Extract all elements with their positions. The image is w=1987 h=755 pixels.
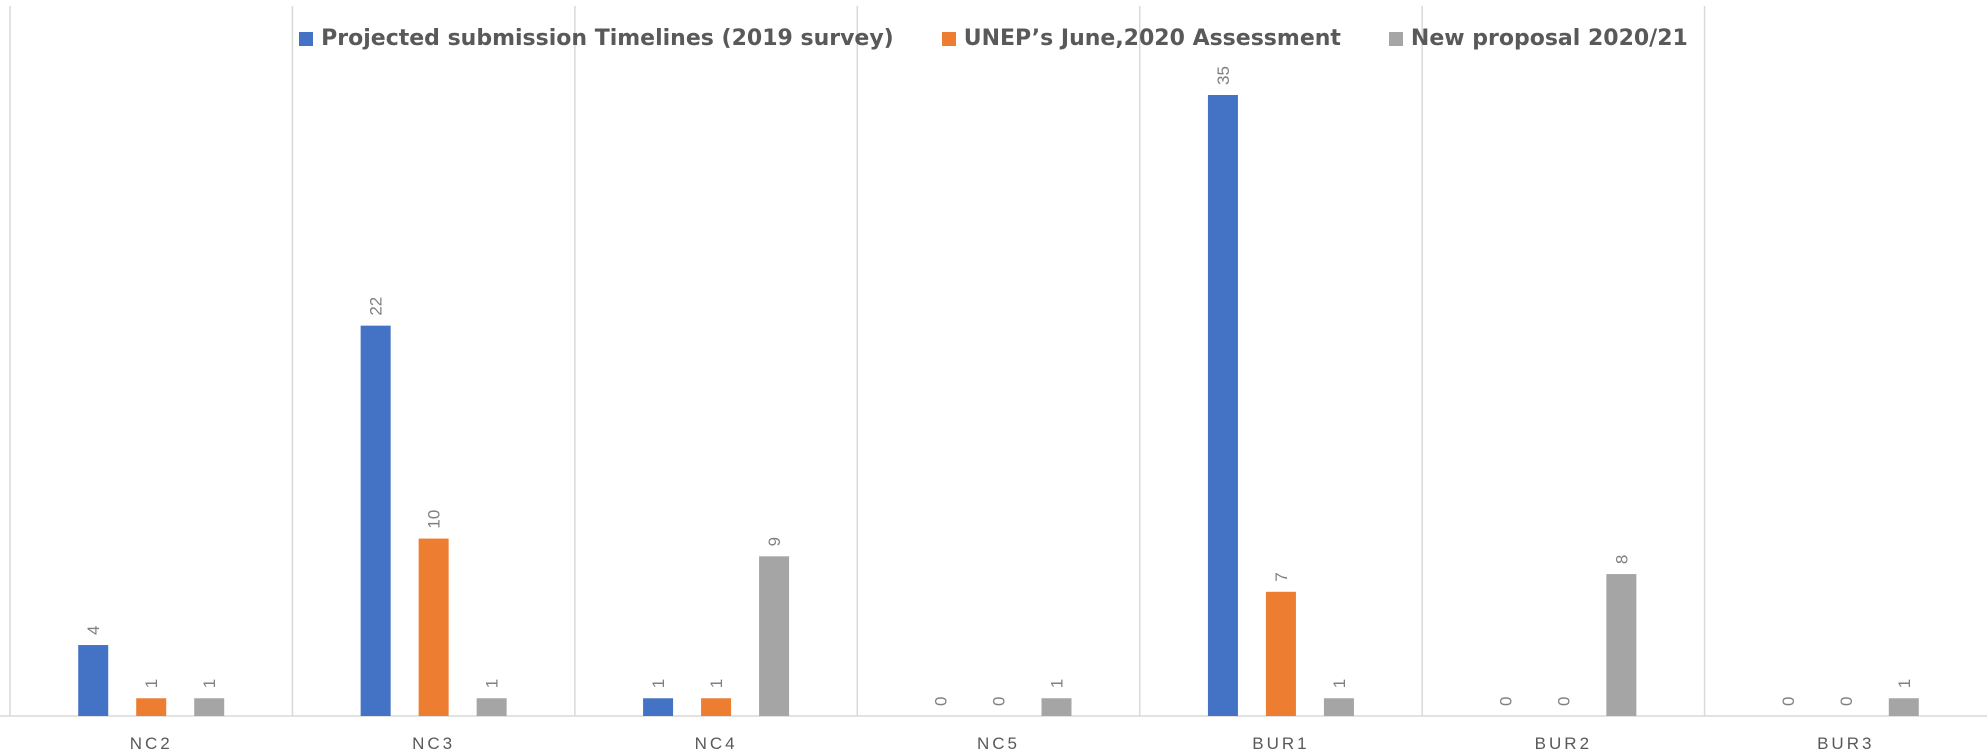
bar-nc4-series-3 bbox=[759, 556, 790, 716]
bar-bur1-series-1 bbox=[1207, 95, 1238, 716]
legend-swatch-series-1 bbox=[299, 31, 314, 46]
x-tick-label-nc4: NC4 bbox=[695, 734, 738, 753]
data-label-nc2-series-3: 1 bbox=[200, 679, 219, 688]
data-label-bur2-series-2: 0 bbox=[1554, 697, 1573, 706]
bar-nc3-series-3 bbox=[476, 698, 507, 716]
bar-nc2-series-2 bbox=[136, 698, 167, 716]
data-label-bur2-series-3: 8 bbox=[1612, 555, 1631, 564]
legend-item-series-3: New proposal 2020/21 bbox=[1388, 26, 1688, 51]
data-label-bur2-series-1: 0 bbox=[1496, 697, 1515, 706]
bar-nc2-series-1 bbox=[78, 645, 109, 716]
bar-nc3-series-1 bbox=[360, 325, 391, 716]
data-label-bur1-series-3: 1 bbox=[1330, 679, 1349, 688]
legend-item-series-1: Projected submission Timelines (2019 sur… bbox=[299, 26, 894, 51]
legend: Projected submission Timelines (2019 sur… bbox=[0, 26, 1987, 51]
data-label-nc5-series-1: 0 bbox=[932, 697, 951, 706]
data-label-nc5-series-3: 1 bbox=[1048, 679, 1067, 688]
data-label-bur3-series-1: 0 bbox=[1779, 697, 1798, 706]
bar-nc2-series-3 bbox=[194, 698, 225, 716]
x-tick-label-bur2: BUR2 bbox=[1535, 734, 1592, 753]
x-tick-label-nc3: NC3 bbox=[412, 734, 455, 753]
data-label-nc5-series-2: 0 bbox=[990, 697, 1009, 706]
legend-swatch-series-3 bbox=[1388, 31, 1403, 46]
bar-nc4-series-1 bbox=[643, 698, 674, 716]
data-label-nc3-series-1: 22 bbox=[367, 297, 386, 316]
bar-nc4-series-2 bbox=[701, 698, 732, 716]
x-tick-label-nc5: NC5 bbox=[977, 734, 1020, 753]
x-tick-label-bur1: BUR1 bbox=[1252, 734, 1309, 753]
legend-item-series-2: UNEP’s June,2020 Assessment bbox=[941, 26, 1341, 51]
bar-bur1-series-2 bbox=[1265, 591, 1296, 716]
legend-swatch-series-2 bbox=[941, 31, 956, 46]
bar-nc5-series-3 bbox=[1041, 698, 1072, 716]
x-tick-label-nc2: NC2 bbox=[130, 734, 173, 753]
legend-label-series-1: Projected submission Timelines (2019 sur… bbox=[321, 26, 894, 51]
data-label-nc2-series-2: 1 bbox=[142, 679, 161, 688]
data-label-nc4-series-2: 1 bbox=[707, 679, 726, 688]
data-label-nc4-series-3: 9 bbox=[765, 537, 784, 546]
legend-label-series-2: UNEP’s June,2020 Assessment bbox=[963, 26, 1341, 51]
data-label-nc2-series-1: 4 bbox=[84, 626, 103, 635]
data-label-nc4-series-1: 1 bbox=[649, 679, 668, 688]
data-label-bur1-series-1: 35 bbox=[1214, 66, 1233, 85]
bar-nc3-series-2 bbox=[418, 538, 449, 716]
bar-bur3-series-3 bbox=[1888, 698, 1919, 716]
legend-label-series-3: New proposal 2020/21 bbox=[1410, 26, 1688, 51]
data-label-nc3-series-2: 10 bbox=[425, 510, 444, 529]
data-label-nc3-series-3: 1 bbox=[483, 679, 502, 688]
bar-bur2-series-3 bbox=[1606, 574, 1637, 716]
data-label-bur1-series-2: 7 bbox=[1272, 572, 1291, 581]
x-tick-label-bur3: BUR3 bbox=[1817, 734, 1874, 753]
data-label-bur3-series-3: 1 bbox=[1895, 679, 1914, 688]
data-label-bur3-series-2: 0 bbox=[1837, 697, 1856, 706]
bar-bur1-series-3 bbox=[1323, 698, 1354, 716]
